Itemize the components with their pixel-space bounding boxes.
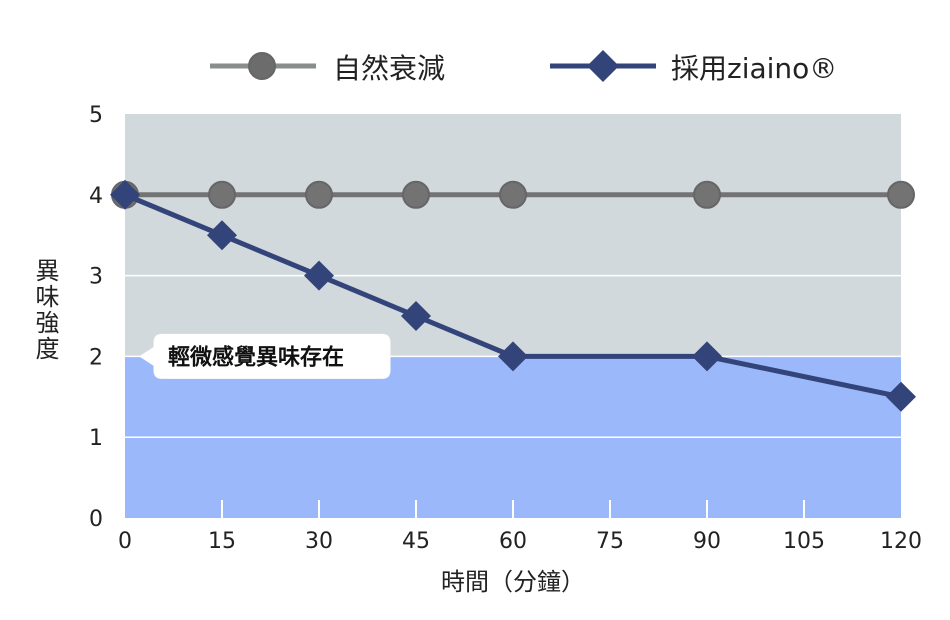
data-point	[499, 180, 527, 209]
x-tick-label: 45	[402, 529, 430, 554]
x-tick-label: 0	[118, 529, 132, 554]
x-axis-label: 時間（分鐘）	[441, 568, 585, 596]
legend-marker-natural-decay	[248, 52, 276, 80]
y-tick-label: 5	[89, 103, 103, 128]
x-tick-label: 60	[499, 529, 527, 554]
y-axis-ticks: 0 1 2 3 4 5	[89, 103, 103, 532]
data-point	[207, 220, 237, 251]
y-tick-label: 1	[89, 426, 103, 451]
data-point	[401, 301, 431, 331]
x-axis-ticks: 0 15 30 45 60 75 90 105 120	[118, 529, 922, 554]
data-point	[886, 381, 916, 412]
y-tick-label: 4	[89, 184, 103, 209]
legend-label-natural-decay: 自然衰減	[333, 52, 445, 85]
band-1	[125, 114, 901, 357]
background-bands	[125, 114, 901, 518]
x-tick-label: 30	[305, 529, 333, 554]
x-tick-label: 15	[208, 529, 236, 554]
data-point	[208, 180, 236, 209]
x-tick-label: 120	[880, 529, 922, 554]
x-tick-label: 90	[693, 529, 721, 554]
data-point	[304, 260, 334, 291]
legend-marker-ziaino	[587, 50, 619, 82]
series-layer	[110, 179, 916, 412]
legend-label-ziaino: 採用ziaino®	[671, 52, 837, 85]
legend-item-ziaino: 採用ziaino®	[550, 50, 837, 85]
callout-text: 輕微感覺異味存在	[168, 344, 344, 370]
legend: 自然衰減 採用ziaino®	[210, 50, 837, 85]
y-tick-label: 2	[89, 345, 103, 370]
x-tick-label: 105	[783, 529, 825, 554]
data-point	[693, 180, 721, 209]
data-point	[498, 341, 528, 372]
data-point	[110, 179, 140, 210]
y-tick-label: 3	[89, 265, 103, 290]
legend-item-natural-decay: 自然衰減	[210, 52, 445, 85]
data-point	[305, 180, 333, 209]
y-tick-label: 0	[89, 507, 103, 532]
callout-bubble	[139, 333, 391, 379]
annotation-callout: 輕微感覺異味存在	[139, 333, 391, 379]
data-point	[692, 341, 722, 372]
data-point	[402, 180, 430, 209]
x-tick-label: 75	[596, 529, 624, 554]
data-point	[887, 180, 915, 209]
y-axis-label: 異味強度	[31, 258, 59, 362]
